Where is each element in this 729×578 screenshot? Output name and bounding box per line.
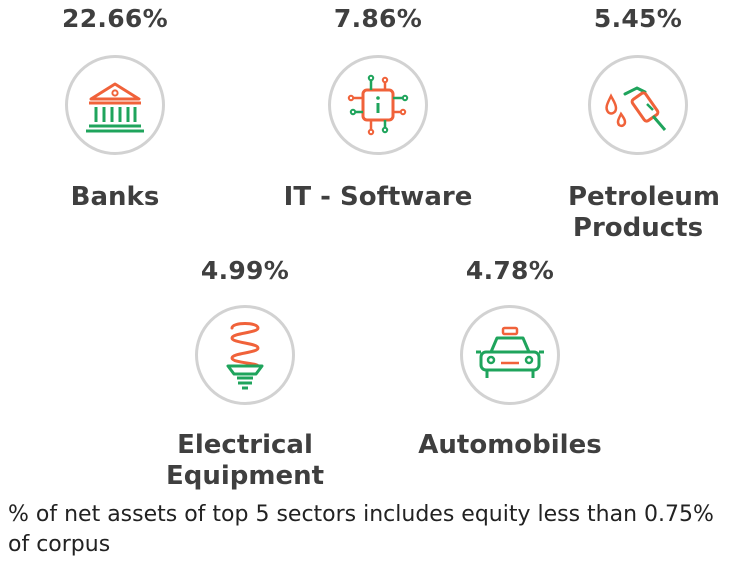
sector-percent: 4.99% xyxy=(200,256,290,285)
sector-percent: 22.66% xyxy=(62,4,168,33)
sector-banks: 22.66% Banks xyxy=(20,0,210,230)
sector-electrical-equipment: 4.99% Electrical Equipment xyxy=(150,252,340,497)
car-icon xyxy=(460,305,560,405)
sector-name: IT - Software xyxy=(283,182,473,212)
sector-it-software: 7.86% IT - Software xyxy=(278,0,478,230)
sector-percent: 7.86% xyxy=(333,4,423,33)
sector-petroleum-products: 5.45% Petroleum Products xyxy=(548,0,728,250)
sector-name: Banks xyxy=(70,182,160,212)
bank-icon xyxy=(65,55,165,155)
sector-name: Petroleum Products xyxy=(568,182,720,243)
sector-percent: 5.45% xyxy=(593,4,683,33)
light-bulb-icon xyxy=(195,305,295,405)
footnote: % of net assets of top 5 sectors include… xyxy=(8,502,714,557)
sector-percent: 4.78% xyxy=(465,256,555,285)
chip-icon xyxy=(328,55,428,155)
sector-name: Automobiles xyxy=(418,430,602,460)
sector-name: Electrical Equipment xyxy=(165,430,325,491)
fuel-nozzle-icon xyxy=(588,55,688,155)
sector-automobiles: 4.78% Automobiles xyxy=(415,252,605,472)
